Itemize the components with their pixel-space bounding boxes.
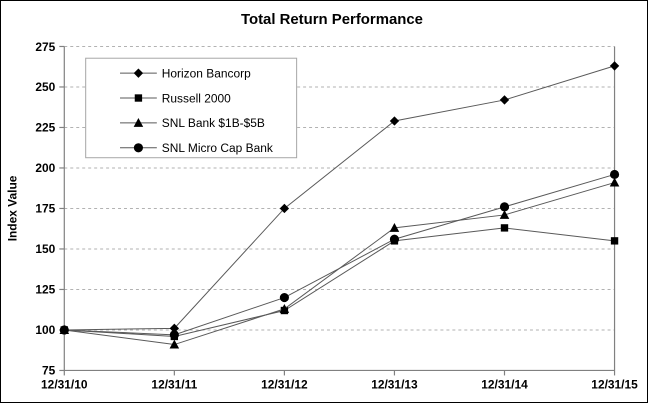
y-tick-label: 250 [35, 80, 55, 94]
y-tick-label: 150 [35, 242, 55, 256]
tick-labels-layer: 75 100 125 150 175 200 225 250 275 12/31/10 12/31/… [35, 40, 638, 392]
y-tick-label: 125 [35, 283, 55, 297]
data-point-triangle-4 [499, 210, 510, 219]
data-point-triangle-2 [279, 304, 290, 313]
data-point-triangle-5 [609, 177, 620, 187]
data-point-circle-0 [59, 325, 69, 335]
legend-item: Russell 2000 [120, 91, 231, 105]
data-point-diamond-2 [279, 203, 290, 214]
series-line-0 [64, 65, 615, 331]
x-tick-label: 12/31/10 [41, 377, 88, 391]
series-square [60, 224, 619, 341]
data-point-triangle-1 [169, 339, 180, 349]
series-layer [59, 61, 620, 349]
legend-item: SNL Bank $1B-$5B [120, 116, 265, 130]
data-point-circle-4 [499, 202, 510, 212]
legend-item: SNL Micro Cap Bank [120, 141, 273, 155]
y-tick-label: 75 [42, 364, 56, 378]
data-point-square-5 [610, 237, 619, 245]
legend-label: Horizon Bancorp [162, 66, 251, 80]
data-point-square-4 [500, 224, 509, 232]
legend-label: SNL Bank $1B-$5B [162, 116, 265, 130]
data-point-circle-2 [279, 292, 289, 303]
series-line-3 [64, 173, 615, 336]
square-icon [134, 94, 143, 102]
y-tick-label: 100 [35, 323, 55, 337]
y-tick-label: 200 [35, 161, 55, 175]
legend-box [85, 57, 298, 159]
legend-label: Russell 2000 [162, 91, 231, 105]
legend: Horizon Bancorp Russell 2000 SNL Bank $1B-… [85, 57, 298, 159]
data-point-circle-3 [389, 234, 400, 244]
series-line-2 [64, 182, 615, 346]
series-line-1 [64, 227, 615, 337]
data-point-circle-5 [609, 169, 620, 180]
data-point-triangle-3 [389, 223, 400, 232]
x-tick-label: 12/31/11 [151, 377, 197, 391]
x-tick-label: 12/31/12 [261, 377, 308, 391]
data-point-circle-1 [169, 330, 179, 340]
y-tick-label: 225 [35, 121, 55, 135]
data-point-diamond-3 [389, 116, 400, 126]
circle-icon [133, 143, 144, 153]
x-tick-label: 12/31/15 [591, 377, 638, 391]
legend-label: SNL Micro Cap Bank [162, 141, 273, 155]
series-triangle [59, 177, 620, 349]
triangle-icon [133, 118, 144, 127]
y-tick-label: 275 [35, 40, 55, 54]
y-tick-label: 175 [35, 202, 55, 216]
data-point-diamond-4 [499, 95, 510, 105]
x-tick-label: 12/31/13 [371, 377, 418, 391]
y-axis-label: Index Value [6, 175, 20, 241]
x-tick-label: 12/31/14 [481, 377, 528, 391]
axes-layer [63, 46, 616, 372]
series-circle [59, 169, 620, 340]
data-point-diamond-5 [609, 61, 620, 71]
chart-title: Total Return Performance [241, 11, 423, 28]
